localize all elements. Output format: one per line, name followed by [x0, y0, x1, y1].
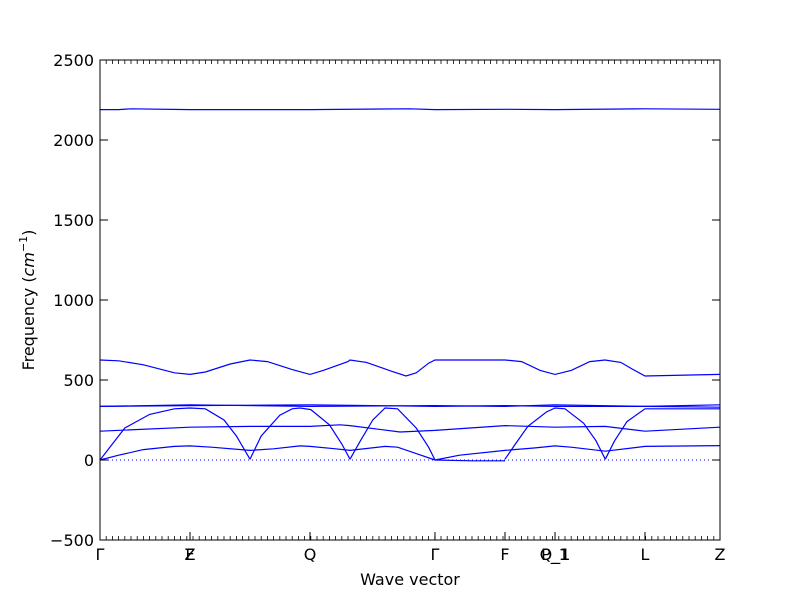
y-axis-ticks: −500 0 500 1000 1500 2000 2500	[50, 51, 720, 550]
band-8	[349, 407, 436, 461]
y-tick-label: 0	[84, 451, 94, 470]
plot-frame	[99, 59, 721, 541]
x-tick-label: Γ	[96, 545, 105, 564]
series-layer	[99, 108, 721, 462]
band-4	[99, 404, 721, 408]
x-tick-label: P_1	[541, 545, 569, 565]
x-tick-label-overlay: F	[185, 545, 194, 564]
band-2	[99, 359, 721, 377]
band-12	[434, 445, 721, 461]
y-axis-label-prefix: Frequency (	[19, 276, 38, 370]
band-5	[99, 424, 721, 433]
x-axis-ticks: Γ Z Q Γ F P_1 L ZF Q_1	[96, 532, 726, 565]
y-tick-label: 2500	[53, 51, 94, 70]
band-9	[504, 407, 606, 460]
x-tick-label: Z	[185, 545, 196, 564]
x-tick-label: Γ	[431, 545, 440, 564]
y-axis-label-unit: cm	[19, 252, 38, 276]
band-1	[100, 108, 721, 111]
y-tick-label: 1000	[53, 291, 94, 310]
y-tick-label: 1500	[53, 211, 94, 230]
y-axis-label: Frequency (cm−1)	[17, 230, 38, 371]
band-13	[434, 459, 505, 462]
band-11	[99, 445, 436, 461]
band-10	[604, 408, 720, 460]
x-tick-label: L	[641, 545, 650, 564]
y-tick-label: 500	[63, 371, 94, 390]
x-axis-label: Wave vector	[360, 570, 460, 589]
y-tick-label: −500	[50, 531, 94, 550]
x-tick-label: Q	[304, 545, 317, 564]
tick-marks	[99, 60, 721, 540]
band-6	[99, 407, 251, 461]
x-tick-label-overlay: Q_1	[540, 545, 571, 565]
x-tick-label: Z	[715, 545, 726, 564]
y-axis-label-suffix: )	[19, 230, 38, 236]
y-axis-label-exp: −1	[17, 236, 30, 252]
x-tick-label: F	[500, 545, 509, 564]
y-tick-label: 2000	[53, 131, 94, 150]
band-7	[249, 407, 351, 460]
